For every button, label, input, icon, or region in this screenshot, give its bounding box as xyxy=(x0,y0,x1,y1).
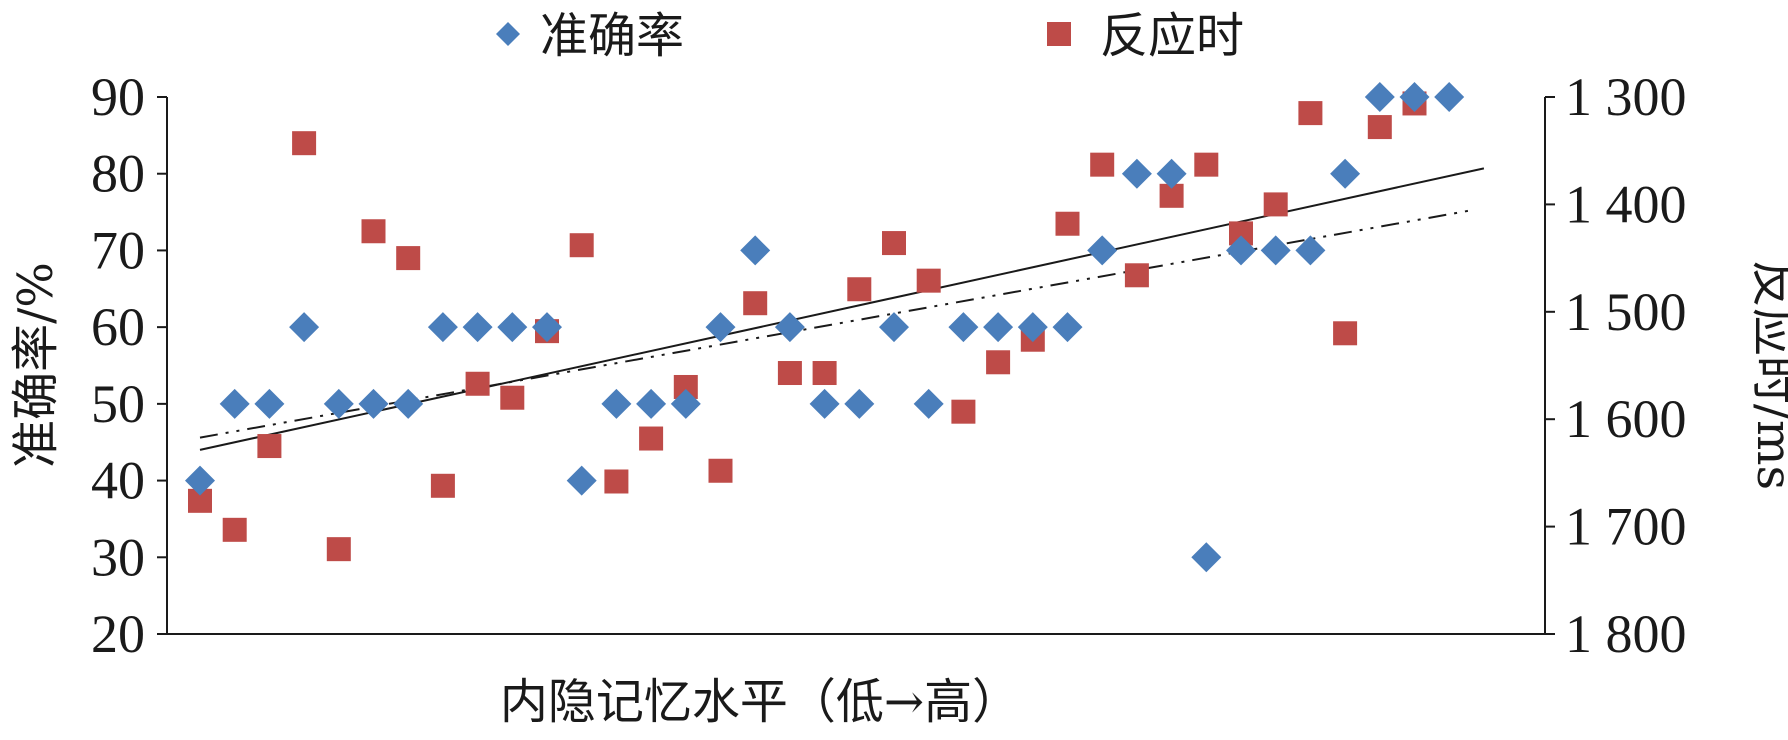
accuracy-point xyxy=(740,235,771,266)
rt-point xyxy=(1090,152,1115,177)
y-right-axis-title: 反应时/ms xyxy=(1746,260,1788,490)
rt-point xyxy=(847,277,872,302)
trendline-solid xyxy=(199,167,1485,451)
rt-point xyxy=(986,350,1011,375)
rt-point xyxy=(1367,115,1392,140)
rt-point xyxy=(1194,152,1219,177)
accuracy-point xyxy=(948,312,979,343)
left-tick-label: 60 xyxy=(91,297,145,357)
rt-point xyxy=(569,233,594,258)
accuracy-point xyxy=(879,312,909,343)
legend-diamond-icon xyxy=(496,22,520,46)
accuracy-point xyxy=(1052,312,1083,343)
accuracy-point xyxy=(983,312,1014,343)
accuracy-point xyxy=(1226,235,1256,266)
accuracy-point xyxy=(532,312,562,343)
rt-point xyxy=(430,473,455,498)
left-tick-label: 50 xyxy=(91,374,145,434)
accuracy-point xyxy=(289,312,320,343)
accuracy-point xyxy=(462,312,493,343)
accuracy-point xyxy=(1087,235,1118,266)
accuracy-point xyxy=(254,388,285,419)
legend-label-accuracy: 准确率 xyxy=(540,8,684,64)
rt-point xyxy=(743,291,768,316)
accuracy-point xyxy=(670,388,701,419)
rt-point xyxy=(916,268,941,293)
accuracy-point xyxy=(1017,312,1048,343)
right-tick-label: 1 600 xyxy=(1565,389,1687,449)
accuracy-point xyxy=(636,388,667,419)
left-tick-label: 30 xyxy=(91,527,145,587)
accuracy-point xyxy=(809,388,840,419)
rt-point xyxy=(465,371,490,396)
accuracy-point xyxy=(844,388,875,419)
accuracy-point xyxy=(219,388,250,419)
accuracy-point xyxy=(1295,235,1326,266)
left-tick-label: 20 xyxy=(91,604,145,664)
accuracy-point xyxy=(1156,158,1187,189)
rt-point xyxy=(639,426,664,451)
accuracy-point xyxy=(1399,82,1430,112)
rt-point xyxy=(1298,101,1323,126)
legend: 准确率 反应时 xyxy=(496,8,1244,64)
trendlines xyxy=(199,167,1485,451)
accuracy-point xyxy=(1434,82,1465,112)
accuracy-point xyxy=(1330,158,1361,189)
series-accuracy xyxy=(185,82,1465,573)
right-tick-label: 1 700 xyxy=(1565,497,1687,557)
accuracy-point xyxy=(601,388,632,419)
right-tick-label: 1 400 xyxy=(1565,174,1687,234)
rt-point xyxy=(1124,263,1149,288)
rt-point xyxy=(292,131,317,156)
rt-point xyxy=(326,537,351,562)
accuracy-point xyxy=(705,312,736,343)
legend-square-icon xyxy=(1047,22,1071,46)
rt-point xyxy=(812,361,837,386)
accuracy-point xyxy=(1121,158,1152,189)
accuracy-point xyxy=(1191,542,1222,573)
rt-point xyxy=(396,246,421,271)
right-ticks: 1 300 1 400 1 500 1 600 1 700 1 800 xyxy=(1545,67,1687,664)
legend-label-rt: 反应时 xyxy=(1100,8,1244,64)
accuracy-point xyxy=(1364,82,1395,112)
left-tick-label: 80 xyxy=(91,144,145,204)
rt-point xyxy=(1055,211,1080,236)
rt-point xyxy=(708,458,733,483)
accuracy-point xyxy=(393,388,424,419)
left-ticks: 20 30 40 50 60 70 80 90 xyxy=(91,67,167,664)
accuracy-point xyxy=(1260,235,1291,266)
accuracy-point xyxy=(497,312,528,343)
rt-point xyxy=(951,399,976,424)
accuracy-point xyxy=(774,312,805,343)
rt-point xyxy=(1333,321,1358,346)
y-left-axis-title: 准确率/% xyxy=(8,262,64,468)
rt-point xyxy=(882,231,906,256)
rt-point xyxy=(500,385,525,410)
axes xyxy=(166,97,1546,635)
rt-point xyxy=(222,517,247,542)
accuracy-point xyxy=(358,388,389,419)
rt-point xyxy=(1263,192,1288,217)
accuracy-point xyxy=(913,388,944,419)
series-rt xyxy=(188,91,1427,562)
rt-point xyxy=(777,361,802,386)
rt-point xyxy=(361,219,386,244)
accuracy-point xyxy=(427,312,458,343)
rt-point xyxy=(257,434,282,459)
right-tick-label: 1 800 xyxy=(1565,604,1687,664)
rt-point xyxy=(604,469,629,494)
right-tick-label: 1 500 xyxy=(1565,282,1687,342)
accuracy-point xyxy=(566,465,597,496)
x-axis-title: 内隐记忆水平（低→高） xyxy=(500,674,1020,730)
right-tick-label: 1 300 xyxy=(1565,67,1687,127)
rt-point xyxy=(188,488,212,513)
accuracy-point xyxy=(323,388,354,419)
left-tick-label: 40 xyxy=(91,451,145,511)
left-tick-label: 70 xyxy=(91,220,145,280)
left-tick-label: 90 xyxy=(91,67,145,127)
accuracy-point xyxy=(185,465,215,496)
